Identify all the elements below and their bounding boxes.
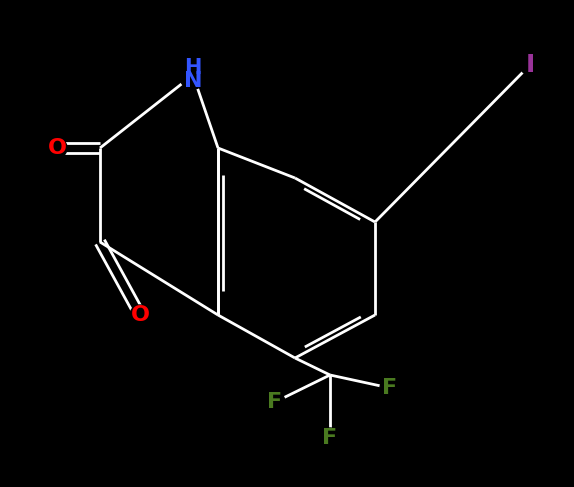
Text: O: O	[130, 305, 149, 325]
Circle shape	[520, 55, 540, 75]
Text: H: H	[184, 58, 201, 78]
Text: I: I	[525, 53, 534, 77]
Text: F: F	[267, 392, 282, 412]
Text: F: F	[382, 378, 398, 398]
Circle shape	[380, 378, 400, 398]
Text: O: O	[48, 138, 67, 158]
Circle shape	[265, 392, 285, 412]
Circle shape	[179, 61, 207, 89]
Circle shape	[47, 138, 67, 158]
Text: F: F	[323, 428, 338, 448]
Circle shape	[320, 428, 340, 448]
Circle shape	[130, 305, 150, 325]
Text: N: N	[184, 71, 202, 91]
